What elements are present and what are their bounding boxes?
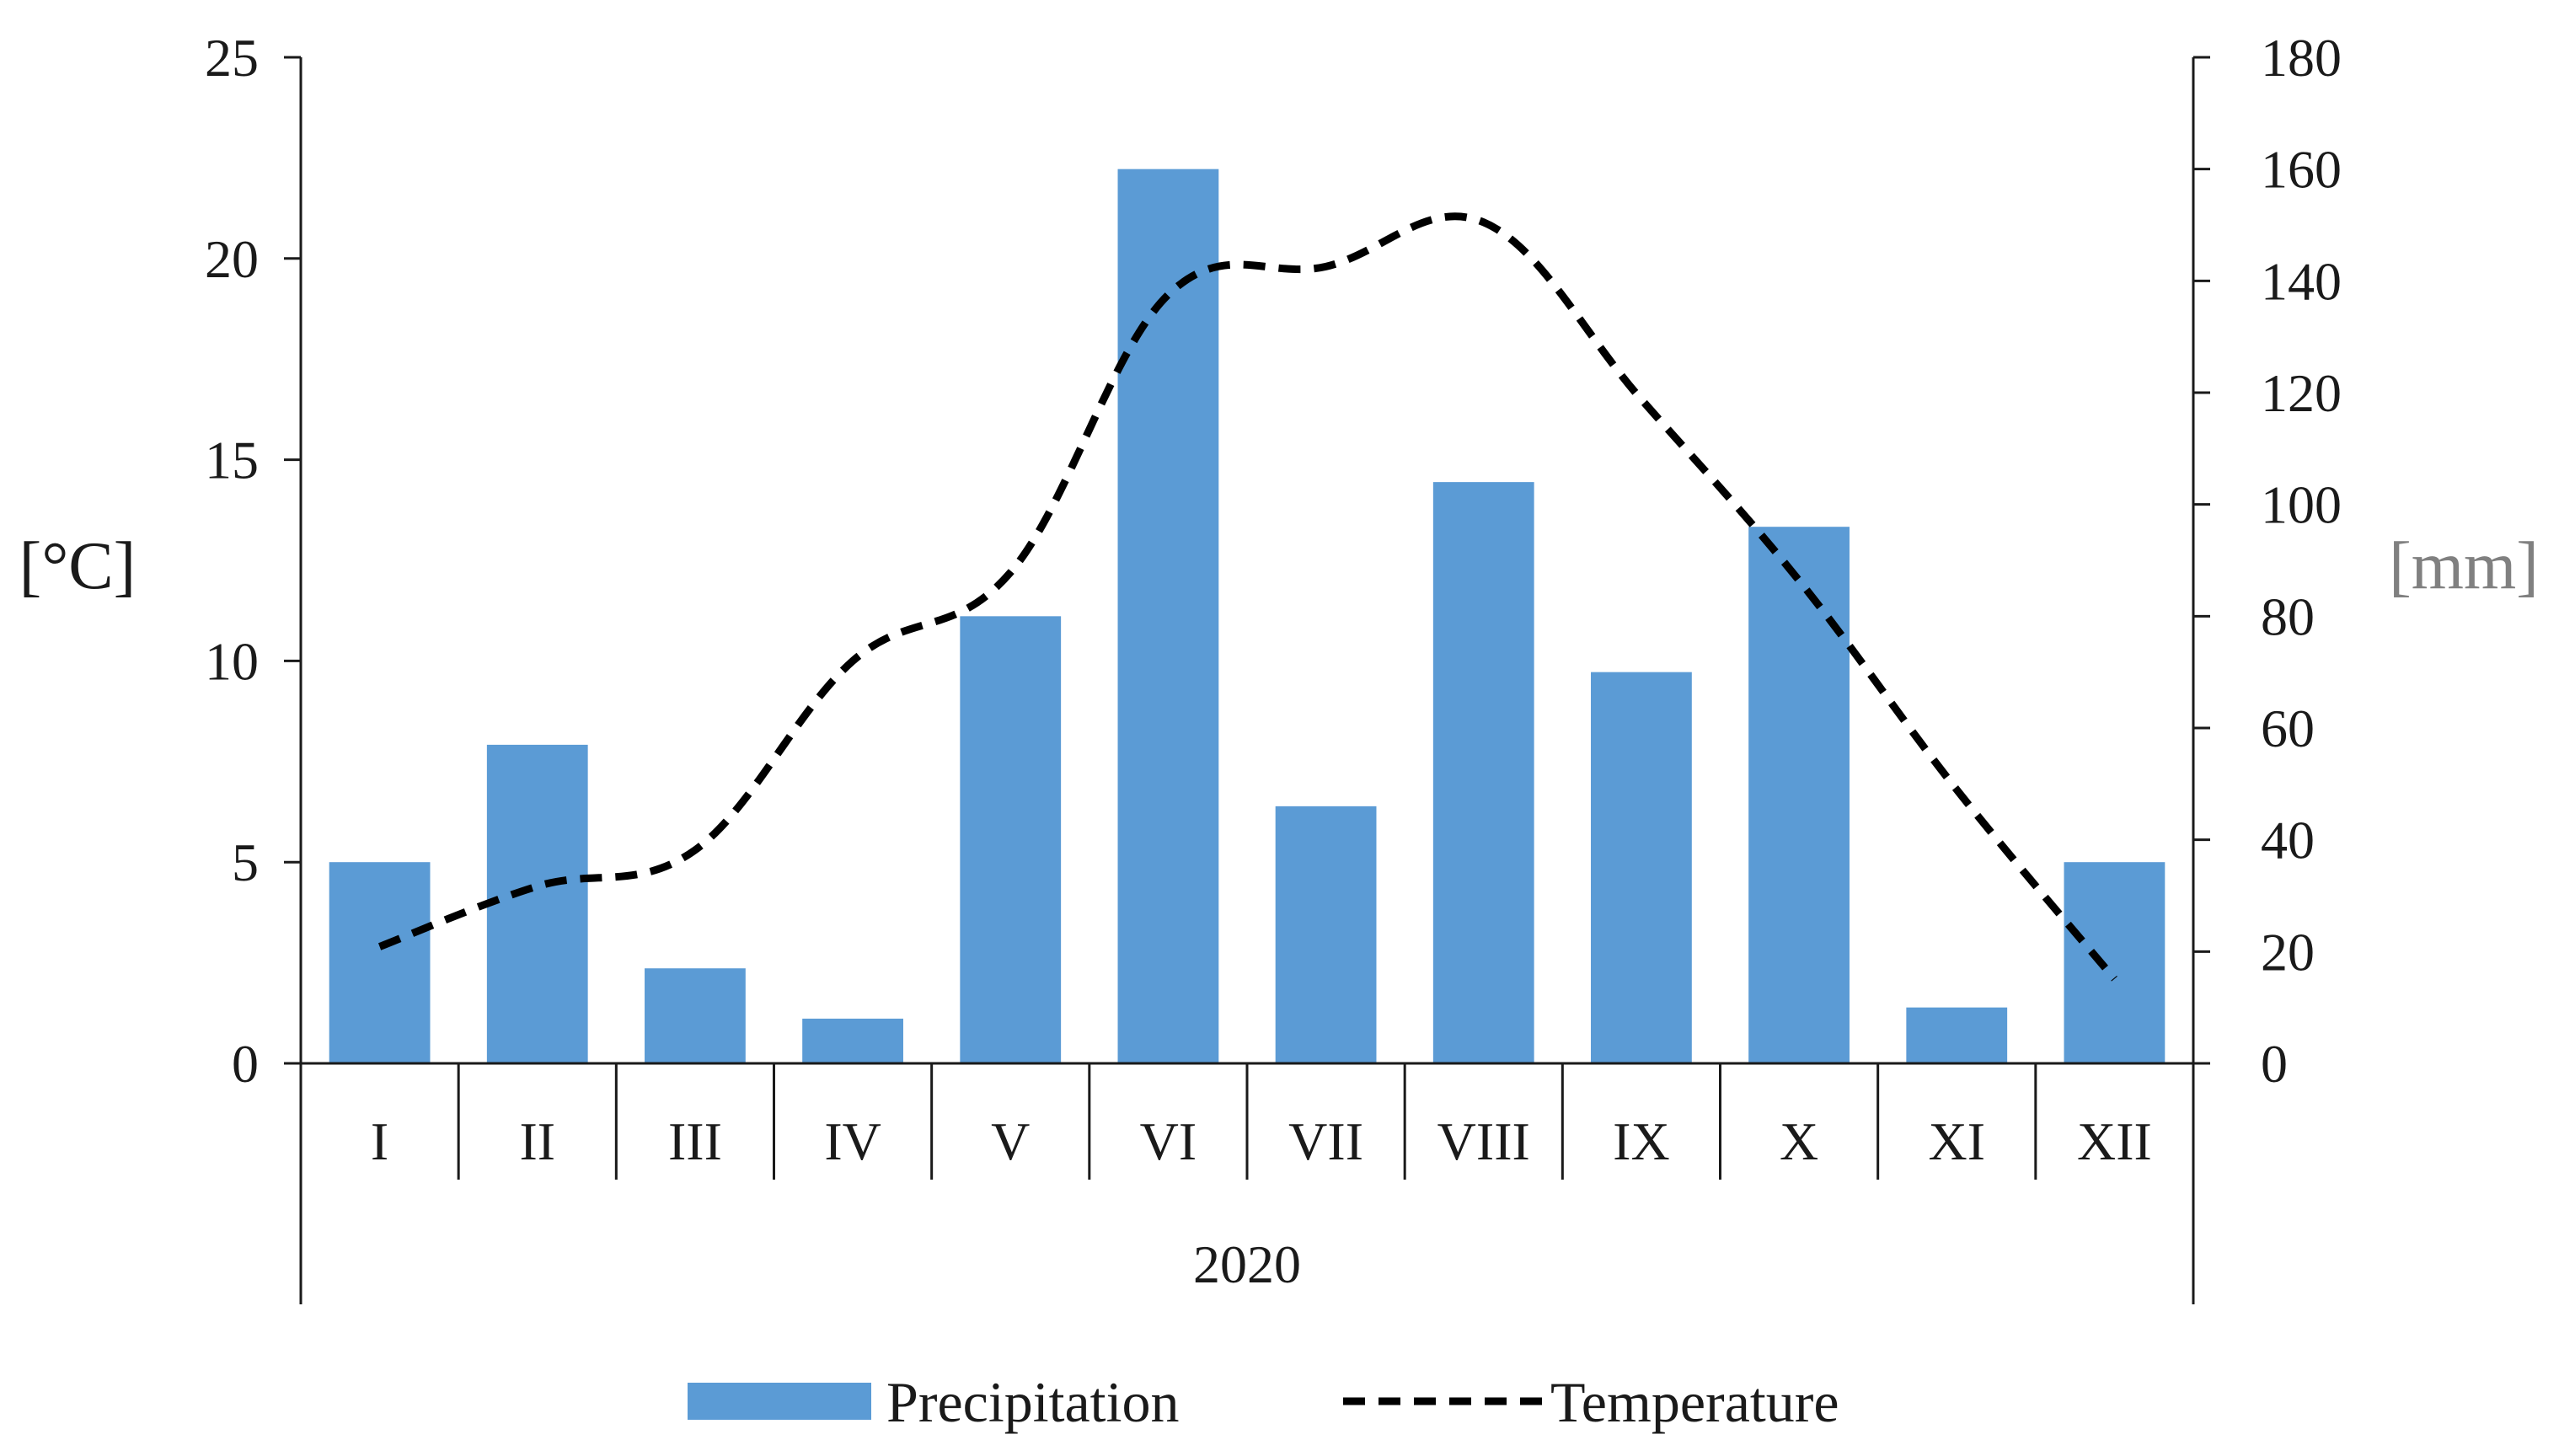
x-tick-label-III: III [668, 1111, 722, 1171]
bar-precipitation-VI [1117, 169, 1219, 1064]
legend: Precipitation Temperature [688, 1370, 1839, 1434]
x-tick-label-IV: IV [824, 1111, 881, 1171]
bar-precipitation-II [486, 744, 588, 1063]
y-right-tick-label: 160 [2261, 140, 2342, 200]
bar-precipitation-V [960, 616, 1062, 1063]
x-group-label: 2020 [1193, 1234, 1301, 1294]
axis-labels: [°C] [mm] 2020 [19, 529, 2539, 1294]
bar-precipitation-I [329, 862, 431, 1063]
temperature-line [377, 212, 2117, 982]
x-tick-label-II: II [519, 1111, 555, 1171]
y-left-tick-label: 20 [205, 229, 259, 289]
temperature-line-layer [377, 212, 2117, 982]
bar-precipitation-XII [2064, 862, 2166, 1063]
bar-precipitation-VIII [1432, 482, 1534, 1063]
y-left-axis-title: [°C] [19, 529, 137, 603]
y-right-tick-label: 140 [2261, 251, 2342, 311]
y-right-axis-title: [mm] [2389, 529, 2539, 603]
y-right-tick-label: 180 [2261, 28, 2342, 88]
y-right-tick-label: 0 [2261, 1034, 2288, 1094]
y-left-tick-label: 5 [232, 832, 259, 892]
y-right-tick-label: 100 [2261, 475, 2342, 535]
bar-precipitation-IV [802, 1018, 903, 1063]
y-left-tick-label: 10 [205, 631, 259, 691]
y-right-tick-label: 60 [2261, 699, 2315, 758]
x-tick-label-VII: VII [1288, 1111, 1363, 1171]
legend-precipitation-label: Precipitation [886, 1370, 1179, 1434]
x-tick-label-XII: XII [2077, 1111, 2152, 1171]
y-right-tick-label: 20 [2261, 922, 2315, 982]
bar-precipitation-X [1748, 527, 1850, 1063]
y-right-tick-label: 80 [2261, 586, 2315, 646]
y-right-tick-label: 40 [2261, 811, 2315, 870]
bar-precipitation-XI [1906, 1007, 2008, 1063]
x-tick-label-VI: VI [1140, 1111, 1197, 1171]
y-left-tick-label: 0 [232, 1034, 259, 1094]
y-right-tick-label: 120 [2261, 363, 2342, 423]
x-tick-label-X: X [1780, 1111, 1818, 1171]
x-tick-label-XI: XI [1928, 1111, 1985, 1171]
x-tick-label-I: I [371, 1111, 388, 1171]
legend-precipitation-swatch [688, 1383, 871, 1420]
bar-precipitation-IX [1591, 672, 1692, 1063]
x-tick-label-V: V [991, 1111, 1030, 1171]
bar-precipitation-III [645, 968, 746, 1063]
x-tick-label-VIII: VIII [1437, 1111, 1530, 1171]
precipitation-bars [329, 169, 2166, 1064]
legend-temperature-label: Temperature [1550, 1370, 1839, 1434]
y-left-tick-label: 15 [205, 431, 259, 490]
bar-precipitation-VII [1275, 806, 1377, 1063]
y-left-tick-label: 25 [205, 28, 259, 88]
x-tick-label-IX: IX [1613, 1111, 1670, 1171]
